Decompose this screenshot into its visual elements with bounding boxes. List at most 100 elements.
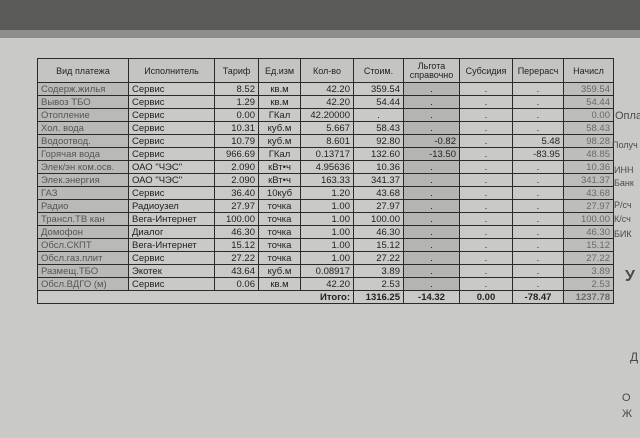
side-text: Опла (615, 110, 640, 122)
table-cell: . (512, 251, 564, 265)
table-cell: 2.53 (563, 277, 614, 291)
table-cell: . (512, 173, 564, 187)
column-header: Тариф (214, 58, 259, 83)
table-cell: . (512, 264, 564, 278)
table-cell: точка (258, 199, 301, 213)
table-cell: . (403, 277, 460, 291)
table-cell: . (459, 147, 513, 161)
table-row: Домофон Диалог 46.30 точка 1.00 46.30... 46.30 (37, 225, 614, 239)
table-cell: . (512, 82, 564, 96)
table-cell: 100.00 (353, 212, 404, 226)
table-cell: Обсл.СКПТ (37, 238, 129, 252)
table-cell: . (403, 225, 460, 239)
table-cell: 966.69 (214, 147, 259, 161)
table-cell: Элек/эн ком.осв. (37, 160, 129, 174)
table-cell: кв.м (258, 82, 301, 96)
table-cell: . (459, 251, 513, 265)
table-cell: 1.00 (300, 238, 354, 252)
column-header: Начисл (563, 58, 614, 83)
table-cell: Вега-Интернет (128, 238, 215, 252)
total-row: Итого: 1316.25 -14.32 0.00 -78.47 1237.78 (37, 290, 614, 304)
table-cell: 15.12 (214, 238, 259, 252)
table-cell: Сервис (128, 95, 215, 109)
table-cell: . (459, 186, 513, 200)
table-cell: 1.00 (300, 251, 354, 265)
table-cell: 10.36 (563, 160, 614, 174)
table-cell: 100.00 (214, 212, 259, 226)
table-cell: . (459, 264, 513, 278)
table-row: Размещ.ТБО Экотек 43.64 куб.м 0.08917 3.89...… (37, 264, 614, 278)
table-cell: Вывоз ТБО (37, 95, 129, 109)
table-cell: 5.667 (300, 121, 354, 135)
table-cell: Водоотвод. (37, 134, 129, 148)
table-cell: куб.м (258, 121, 301, 135)
table-cell: 54.44 (563, 95, 614, 109)
table-cell: 27.22 (214, 251, 259, 265)
table-cell: 58.43 (563, 121, 614, 135)
table-cell: Размещ.ТБО (37, 264, 129, 278)
table-cell: 48.85 (563, 147, 614, 161)
table-row: Вывоз ТБО Сервис 1.29 кв.м 42.20 54.44... 54.4… (37, 95, 614, 109)
table-cell: 92.80 (353, 134, 404, 148)
table-cell: Сервис (128, 108, 215, 122)
table-cell: . (459, 134, 513, 148)
table-cell: 15.12 (353, 238, 404, 252)
table-row: Трансл.ТВ кан Вега-Интернет 100.00 точка 1.0… (37, 212, 614, 226)
table-cell: . (459, 277, 513, 291)
table-cell: . (459, 160, 513, 174)
table-cell: ОАО "ЧЭС" (128, 160, 215, 174)
table-cell: . (403, 108, 460, 122)
table-cell: 36.40 (214, 186, 259, 200)
table-cell: 0.00 (214, 108, 259, 122)
table-row: Элек.энергия ОАО "ЧЭС" 2.090 кВт•ч 163.33 341… (37, 173, 614, 187)
header-row: Вид платежа Исполнитель Тариф Ед.изм Кол-во С… (37, 58, 614, 83)
table-row: ГАЗ Сервис 36.40 10куб 1.20 43.68... 43.68 (37, 186, 614, 200)
table-cell: 359.54 (353, 82, 404, 96)
table-cell: 10.79 (214, 134, 259, 148)
table-cell: 5.48 (512, 134, 564, 148)
side-text: Банк (614, 178, 634, 188)
side-text: ИНН (614, 165, 634, 175)
table-cell: 100.00 (563, 212, 614, 226)
table-cell: 3.89 (353, 264, 404, 278)
table-cell: ОАО "ЧЭС" (128, 173, 215, 187)
table-cell: 8.601 (300, 134, 354, 148)
column-header: Вид платежа (37, 58, 129, 83)
table-cell: . (512, 199, 564, 213)
table-cell: . (403, 251, 460, 265)
table-cell: . (403, 212, 460, 226)
table-cell: Диалог (128, 225, 215, 239)
table-row: Содерж.жилья Сервис 8.52 кв.м 42.20 359.54...… (37, 82, 614, 96)
table-cell: . (512, 108, 564, 122)
table-cell: 27.97 (563, 199, 614, 213)
table-row: Элек/эн ком.осв. ОАО "ЧЭС" 2.090 кВт•ч 4.956… (37, 160, 614, 174)
table-cell: Радио (37, 199, 129, 213)
table-cell: . (459, 108, 513, 122)
table-cell: ГКал (258, 108, 301, 122)
table-cell: Сервис (128, 147, 215, 161)
table-cell: ГКал (258, 147, 301, 161)
table-cell: Отопление (37, 108, 129, 122)
column-header: Исполнитель (128, 58, 215, 83)
table-cell: 1.29 (214, 95, 259, 109)
table-cell: Сервис (128, 134, 215, 148)
table-cell: 132.60 (353, 147, 404, 161)
side-text: Д (630, 350, 639, 364)
table-cell: . (512, 212, 564, 226)
table-row: Радио Радиоузел 27.97 точка 1.00 27.97... 27.9… (37, 199, 614, 213)
table-cell: 98.28 (563, 134, 614, 148)
table-cell: -83.95 (512, 147, 564, 161)
table-cell: . (403, 186, 460, 200)
table-cell: 27.22 (563, 251, 614, 265)
table-cell: . (512, 121, 564, 135)
table-cell: 8.52 (214, 82, 259, 96)
table-cell: куб.м (258, 134, 301, 148)
table-cell: Трансл.ТВ кан (37, 212, 129, 226)
table-cell: Содерж.жилья (37, 82, 129, 96)
table-cell: 0.00 (563, 108, 614, 122)
total-label: Итого: (37, 290, 354, 304)
column-header: Перерасч (512, 58, 564, 83)
table-cell: Сервис (128, 121, 215, 135)
table-cell: 42.20 (300, 82, 354, 96)
table-cell: . (512, 186, 564, 200)
